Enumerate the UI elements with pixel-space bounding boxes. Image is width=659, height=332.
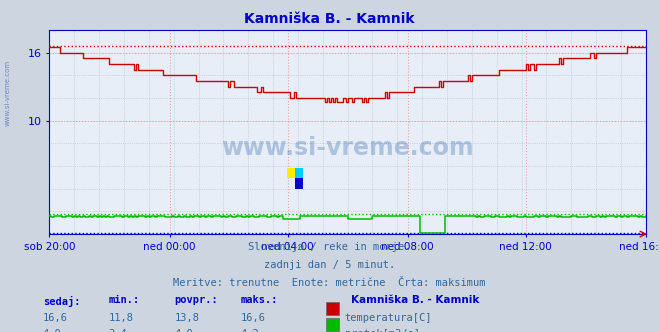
Text: 4,2: 4,2 <box>241 329 259 332</box>
Text: Slovenija / reke in morje.: Slovenija / reke in morje. <box>248 242 411 252</box>
Bar <box>295 168 303 178</box>
Text: 4,0: 4,0 <box>43 329 61 332</box>
Text: pretok[m3/s]: pretok[m3/s] <box>345 329 420 332</box>
Text: Kamniška B. - Kamnik: Kamniška B. - Kamnik <box>351 295 480 305</box>
Text: Kamniška B. - Kamnik: Kamniška B. - Kamnik <box>244 12 415 26</box>
Text: zadnji dan / 5 minut.: zadnji dan / 5 minut. <box>264 260 395 270</box>
Text: min.:: min.: <box>109 295 140 305</box>
Text: www.si-vreme.com: www.si-vreme.com <box>221 136 474 160</box>
Text: Meritve: trenutne  Enote: metrične  Črta: maksimum: Meritve: trenutne Enote: metrične Črta: … <box>173 278 486 288</box>
Text: www.si-vreme.com: www.si-vreme.com <box>5 60 11 126</box>
Bar <box>295 178 303 189</box>
Text: 3,4: 3,4 <box>109 329 127 332</box>
Text: 16,6: 16,6 <box>241 313 266 323</box>
Text: sedaj:: sedaj: <box>43 295 80 306</box>
Bar <box>287 168 295 178</box>
Text: temperatura[C]: temperatura[C] <box>345 313 432 323</box>
Text: maks.:: maks.: <box>241 295 278 305</box>
Text: povpr.:: povpr.: <box>175 295 218 305</box>
Text: 13,8: 13,8 <box>175 313 200 323</box>
Text: 4,0: 4,0 <box>175 329 193 332</box>
Text: 11,8: 11,8 <box>109 313 134 323</box>
Text: 16,6: 16,6 <box>43 313 68 323</box>
